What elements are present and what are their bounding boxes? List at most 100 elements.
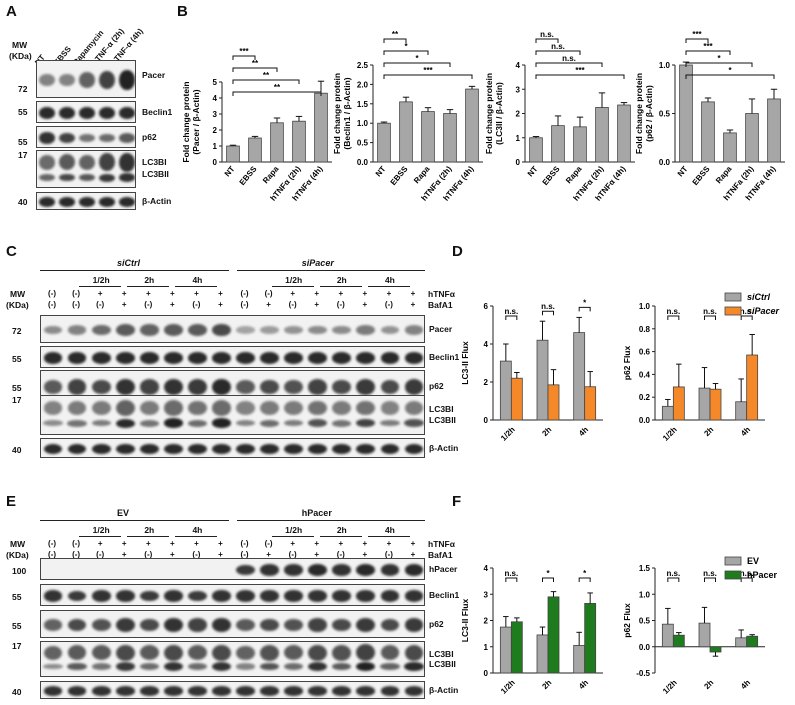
mw-header: MW xyxy=(10,289,26,299)
legend-swatch xyxy=(724,306,742,316)
treatment-mark: + xyxy=(170,289,175,298)
band xyxy=(139,324,159,336)
band xyxy=(188,379,207,395)
band xyxy=(212,590,231,602)
blot-label: p62 xyxy=(429,619,444,629)
legend: EV hPacer xyxy=(724,556,778,580)
band xyxy=(380,443,400,455)
x-tick-label: 4h xyxy=(577,678,590,691)
treatment-mark: (-) xyxy=(72,300,81,309)
sig-label: n.s. xyxy=(540,30,554,39)
legend-label: hPacer xyxy=(747,570,778,580)
band xyxy=(332,564,352,576)
sig-bracket xyxy=(685,38,709,43)
band xyxy=(284,662,304,670)
sig-bracket xyxy=(535,38,559,43)
y-tick-label: 0.5 xyxy=(357,139,369,148)
sig-label: *** xyxy=(575,66,585,75)
sig-label: n.s. xyxy=(541,302,555,311)
mw-marker: 40 xyxy=(12,445,22,455)
band xyxy=(332,325,352,335)
sig-bracket xyxy=(383,74,473,79)
group-line xyxy=(236,520,425,521)
kda-header: (KDa) xyxy=(6,300,29,310)
band xyxy=(212,400,231,416)
band xyxy=(308,564,328,576)
blot-strip-pacer xyxy=(36,60,136,98)
y-tick-label: 0.0 xyxy=(639,416,651,425)
y-tick-label: 1.5 xyxy=(357,100,369,109)
y-tick-label: 2 xyxy=(213,126,218,135)
mw-marker: 40 xyxy=(12,687,22,697)
band xyxy=(79,133,95,143)
y-tick-label: 2 xyxy=(484,617,489,626)
bar xyxy=(698,622,711,648)
treatment-mark: (-) xyxy=(288,550,297,559)
treatment-mark: (-) xyxy=(72,289,81,298)
sig-bracket xyxy=(704,315,716,320)
bar xyxy=(735,637,748,648)
panel-letter-d: D xyxy=(452,243,463,260)
legend-label: siPacer xyxy=(747,306,780,316)
sig-bracket xyxy=(232,79,300,84)
band xyxy=(356,618,376,632)
bar xyxy=(421,111,435,163)
treatment-mark: + xyxy=(266,550,271,559)
blot-strip-row-2 xyxy=(40,370,425,402)
x-tick-label: Rapa xyxy=(261,164,281,185)
time-line xyxy=(127,536,170,537)
band xyxy=(356,661,376,672)
y-axis-label: Fold change protein(LC3II / β-Actin) xyxy=(484,73,504,154)
band xyxy=(236,564,255,576)
x-tick-label: 2h xyxy=(702,425,715,438)
mw-marker: 55 xyxy=(18,137,28,147)
treatment-mark: (-) xyxy=(192,550,201,559)
x-tick-label: Rapa xyxy=(412,164,432,185)
x-tick-label: 4h xyxy=(577,425,590,438)
sig-label: n.s. xyxy=(504,307,518,316)
band xyxy=(188,443,207,455)
treatment-mark: + xyxy=(145,539,151,548)
y-tick-label: 0.4 xyxy=(639,370,651,379)
y-tick-label: 4 xyxy=(484,564,489,573)
band xyxy=(99,197,115,207)
treatment-mark: (-) xyxy=(264,539,273,548)
blot-label: p62 xyxy=(429,381,444,391)
sig-bracket xyxy=(535,50,581,55)
y-tick-label: 0.8 xyxy=(639,325,651,334)
band xyxy=(380,662,400,671)
treatment-mark: + xyxy=(194,289,199,298)
band xyxy=(79,72,95,88)
band xyxy=(260,379,279,395)
band xyxy=(115,590,135,602)
band xyxy=(404,686,424,696)
bar xyxy=(672,386,685,421)
panel-letter-e: E xyxy=(6,493,17,510)
band xyxy=(236,352,255,364)
row-label-htnf: hTNFα xyxy=(428,539,455,549)
blot-label: LC3BI xyxy=(429,648,454,659)
band xyxy=(356,352,376,364)
sig-bracket xyxy=(685,74,775,79)
band xyxy=(79,197,95,207)
band xyxy=(332,618,352,632)
band xyxy=(404,590,424,602)
chartF-chart-1: -0.5 0.0 0.5 1.0 1.5 n.s. 1/2h n.s. 2h n.s. 4h p62 … xyxy=(622,564,765,696)
blot-label: Beclin1 xyxy=(429,590,460,600)
sig-bracket xyxy=(383,38,407,43)
mw-marker: 17 xyxy=(12,395,22,405)
bar xyxy=(551,125,565,163)
band xyxy=(139,401,159,415)
group-label: siPacer xyxy=(301,258,334,268)
band xyxy=(115,443,135,455)
blot-strip-beclin1 xyxy=(36,101,136,123)
band xyxy=(404,379,424,395)
sig-bracket xyxy=(740,315,753,320)
treatment-mark: (-) xyxy=(240,550,249,559)
band xyxy=(99,71,115,89)
band xyxy=(43,686,63,696)
band xyxy=(115,618,135,632)
bar xyxy=(399,101,413,163)
